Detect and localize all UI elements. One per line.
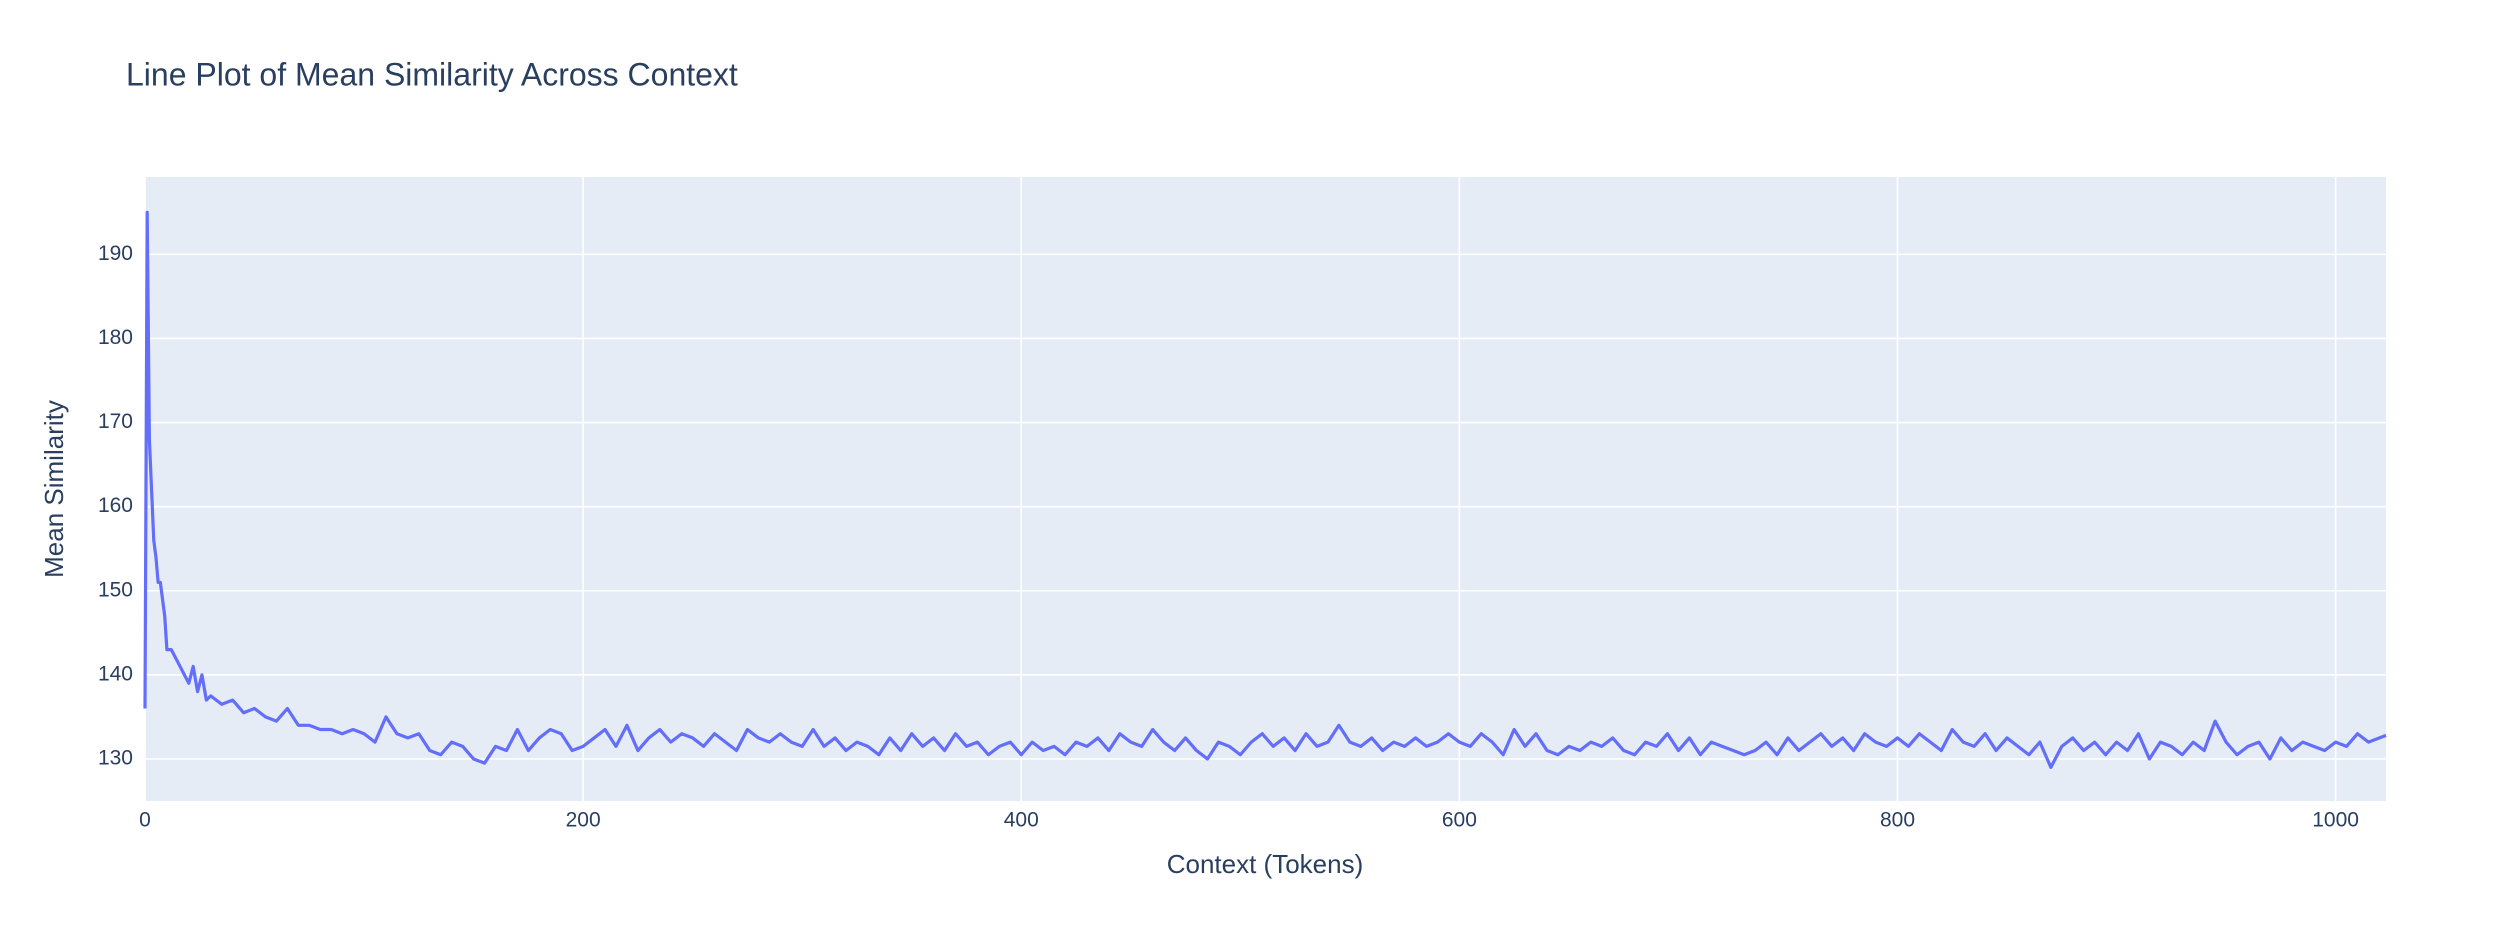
x-tick-label: 400 — [1004, 809, 1039, 832]
data-line — [143, 210, 2387, 769]
chart-title: Line Plot of Mean Similarity Across Cont… — [126, 56, 738, 92]
y-tick-label: 150 — [98, 578, 133, 601]
x-tick-label: 600 — [1442, 809, 1477, 832]
x-tick-label: 1000 — [2312, 809, 2359, 832]
x-tick-label: 800 — [1880, 809, 1915, 832]
y-tick-label: 180 — [98, 326, 133, 349]
x-tick-label: 0 — [139, 809, 151, 832]
x-tick-label: 200 — [566, 809, 601, 832]
x-axis-title: Context (Tokens) — [1167, 849, 1364, 879]
y-tick-label: 130 — [98, 746, 133, 769]
y-tick-label: 140 — [98, 662, 133, 685]
y-tick-label: 190 — [98, 242, 133, 265]
plot-area — [145, 177, 2386, 801]
y-axis-title: Mean Similarity — [39, 400, 69, 578]
y-tick-label: 170 — [98, 410, 133, 433]
y-tick-label: 160 — [98, 494, 133, 517]
